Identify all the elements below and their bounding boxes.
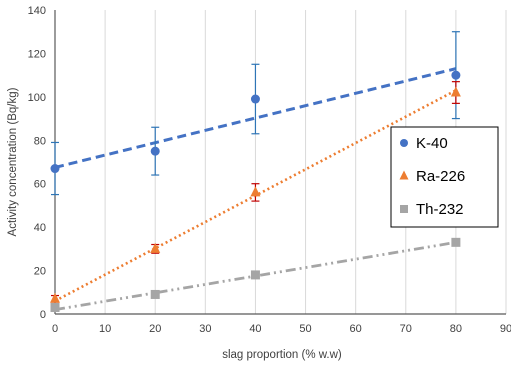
th-232-point bbox=[250, 270, 260, 280]
y-tick-label-100: 100 bbox=[28, 92, 46, 104]
x-tick-label-90: 90 bbox=[500, 323, 511, 335]
k-40-point bbox=[250, 94, 260, 104]
x-tick-label-50: 50 bbox=[299, 323, 311, 335]
x-tick-label-70: 70 bbox=[400, 323, 412, 335]
y-tick-label-20: 20 bbox=[34, 266, 46, 278]
x-axis-title: slag proportion (% w.w) bbox=[222, 349, 342, 361]
k-40-point bbox=[50, 164, 60, 174]
ra-226-point bbox=[250, 186, 261, 197]
x-tick-label-10: 10 bbox=[99, 323, 111, 335]
y-tick-label-80: 80 bbox=[34, 135, 46, 147]
ra-226-point bbox=[50, 292, 60, 303]
y-tick-label-60: 60 bbox=[34, 179, 46, 191]
data-points bbox=[50, 70, 461, 312]
th-232-legend-label: Th-232 bbox=[416, 201, 464, 218]
ra-226-point bbox=[150, 242, 161, 253]
gridlines bbox=[104, 10, 507, 314]
tick-labels: 0 10 20 30 40 50 60 70 80 90 0 20 40 60 80 100 120 140 bbox=[28, 5, 511, 335]
x-tick-label-60: 60 bbox=[350, 323, 362, 335]
y-tick-label-140: 140 bbox=[28, 5, 46, 17]
x-tick-label-40: 40 bbox=[249, 323, 261, 335]
k-40-legend-label: K-40 bbox=[416, 135, 448, 152]
legend-box bbox=[390, 126, 499, 228]
y-axis-title: Activity concentration (Bq/kg) bbox=[7, 87, 19, 236]
x-tick-label-20: 20 bbox=[149, 323, 161, 335]
k-40-point bbox=[451, 70, 461, 80]
legend: K-40 Ra-226 Th-232 bbox=[390, 126, 499, 228]
y-tick-label-40: 40 bbox=[34, 222, 46, 234]
k-40-trendline bbox=[54, 67, 457, 169]
k-40-legend-marker bbox=[400, 139, 408, 147]
k-40-point bbox=[150, 146, 160, 156]
th-232-legend-marker bbox=[400, 205, 408, 213]
ra-226-legend-marker bbox=[399, 170, 409, 180]
x-tick-label-80: 80 bbox=[450, 323, 462, 335]
th-232-point bbox=[150, 289, 160, 299]
th-232-point bbox=[50, 302, 60, 312]
y-tick-label-0: 0 bbox=[40, 309, 46, 321]
x-tick-label-30: 30 bbox=[199, 323, 211, 335]
th-232-point bbox=[451, 237, 461, 247]
y-tick-label-120: 120 bbox=[28, 48, 46, 60]
ra-226-legend-label: Ra-226 bbox=[416, 168, 465, 185]
ra-226-point bbox=[450, 86, 461, 97]
x-tick-label-0: 0 bbox=[52, 323, 58, 335]
